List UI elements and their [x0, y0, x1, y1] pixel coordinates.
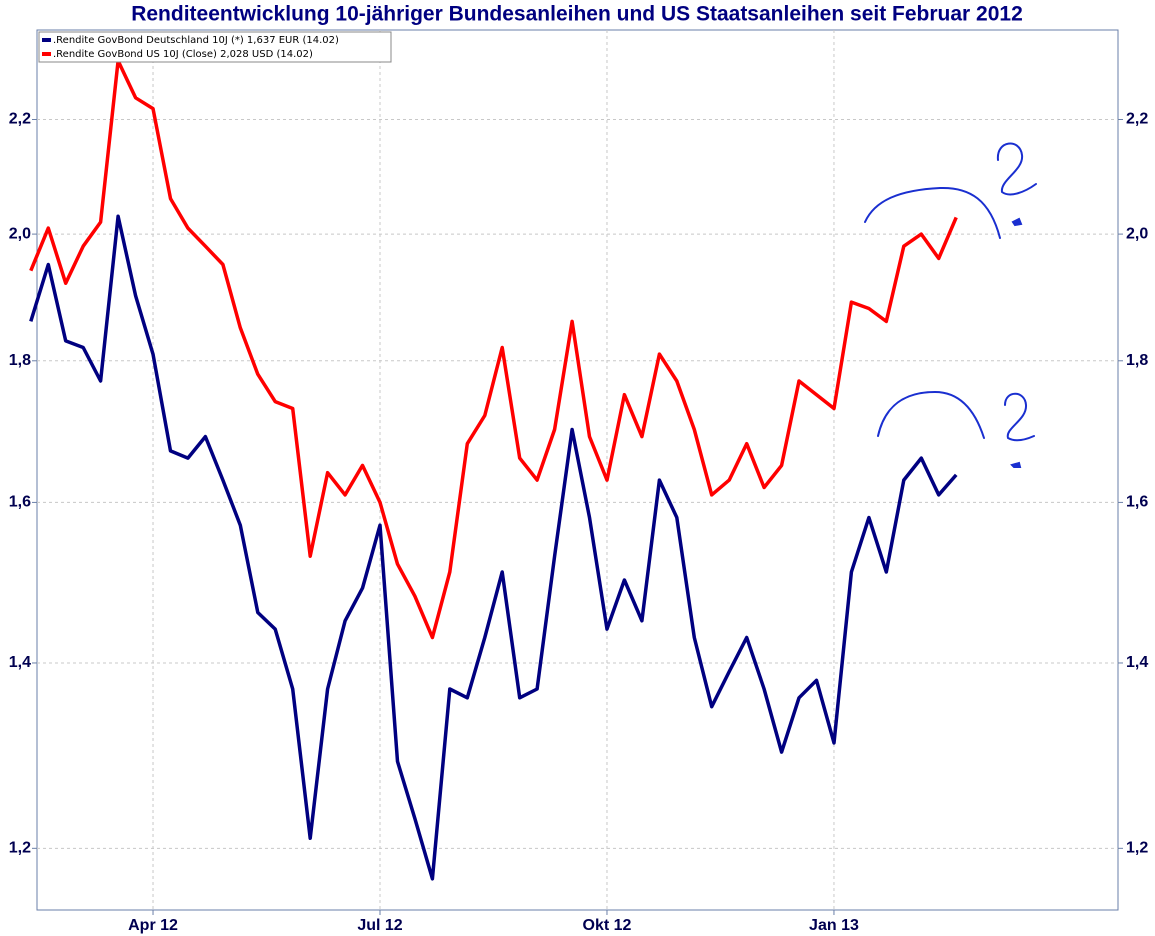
data-line — [29, 59, 958, 640]
hand-arc — [877, 390, 985, 439]
x-tick-label: Jul 12 — [357, 917, 402, 934]
chart-title: Renditeentwicklung 10-jähriger Bundesanl… — [131, 3, 1023, 26]
legend-label: .Rendite GovBond US 10J (Close) 2,028 US… — [53, 49, 313, 60]
x-tick-label: Jan 13 — [809, 917, 859, 934]
y-tick-label: 1,2 — [9, 840, 31, 857]
y-tick-label-right: 2,2 — [1126, 111, 1148, 128]
hand-question-mark — [996, 142, 1037, 196]
y-tick-label: 2,2 — [9, 111, 31, 128]
y-tick-label-right: 2,0 — [1126, 225, 1148, 242]
hand-arc — [864, 186, 1001, 239]
plot-area — [36, 29, 1119, 911]
legend-label: .Rendite GovBond Deutschland 10J (*) 1,6… — [53, 35, 339, 46]
y-tick-label-right: 1,4 — [1126, 654, 1148, 671]
legend-box — [38, 31, 392, 63]
legend: .Rendite GovBond Deutschland 10J (*) 1,6… — [38, 31, 392, 63]
y-tick-label-right: 1,2 — [1126, 840, 1148, 857]
hand-dot — [1010, 461, 1022, 468]
data-line — [29, 214, 958, 881]
x-tick-label: Apr 12 — [128, 917, 178, 934]
y-tick-label-right: 1,8 — [1126, 352, 1148, 369]
y-tick-label: 1,6 — [9, 494, 31, 511]
hand-dot — [1011, 217, 1023, 227]
y-tick-label: 2,0 — [9, 225, 31, 242]
y-tick-label: 1,4 — [9, 654, 31, 671]
hand-question-mark — [1004, 392, 1035, 442]
y-tick-label: 1,8 — [9, 352, 31, 369]
y-tick-label-right: 1,6 — [1126, 494, 1148, 511]
x-tick-label: Okt 12 — [583, 917, 632, 934]
hand-annotations — [864, 142, 1037, 468]
